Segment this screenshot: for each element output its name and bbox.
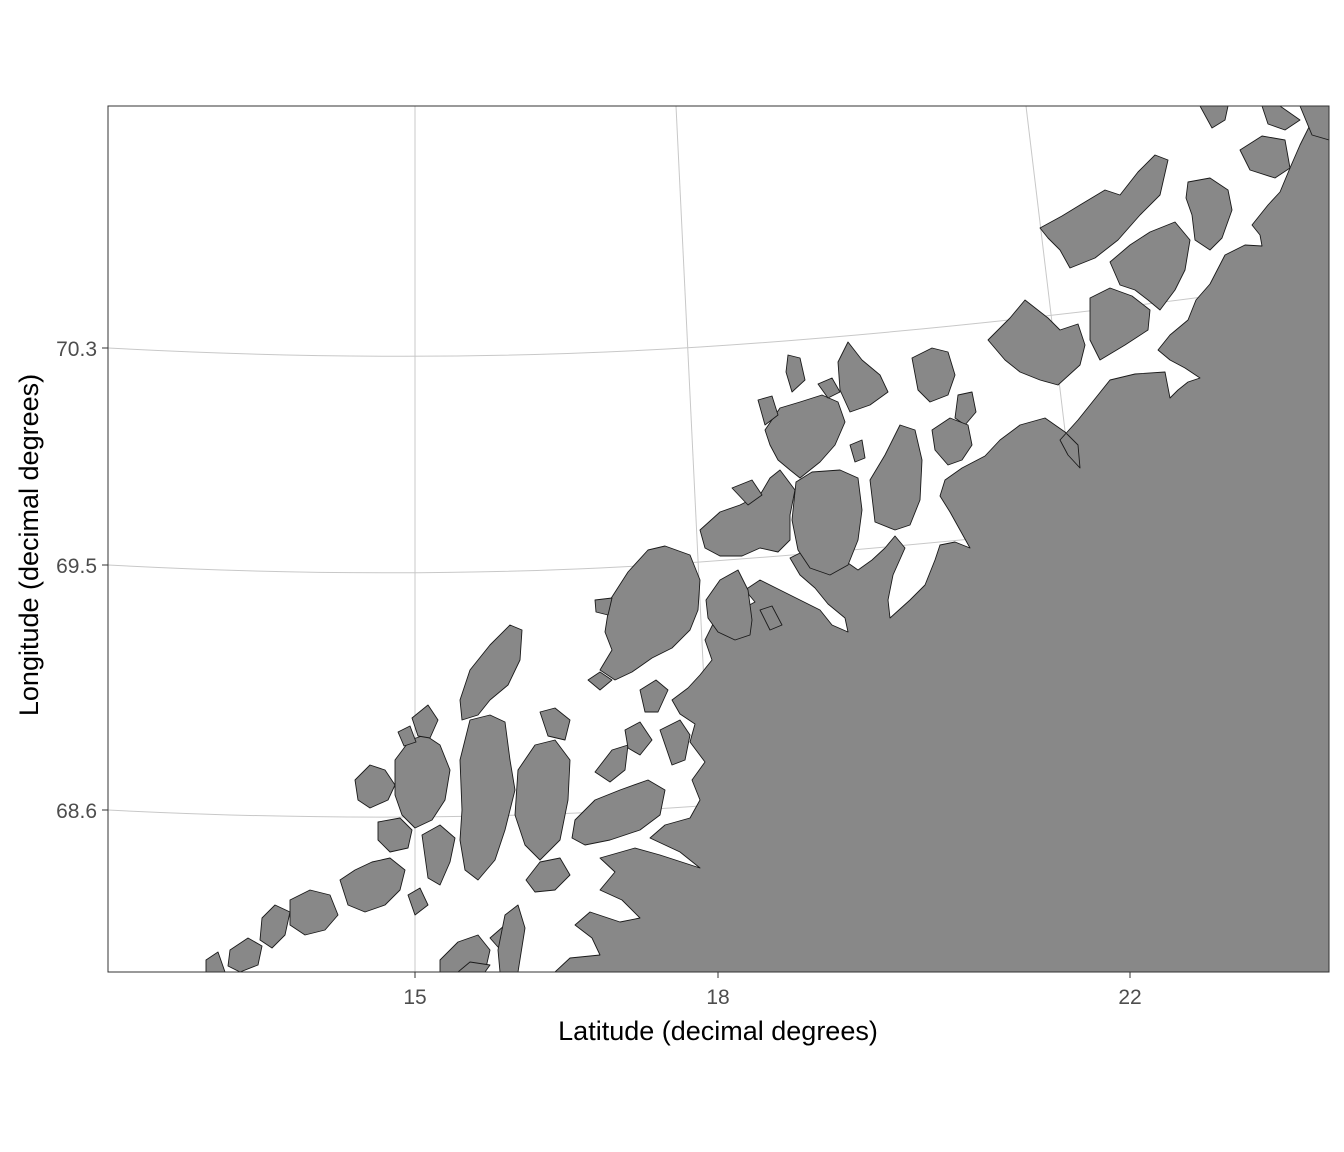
- mainland: [554, 106, 1329, 972]
- island: [639, 679, 669, 713]
- island: [227, 937, 263, 972]
- island: [457, 961, 491, 972]
- island: [785, 354, 806, 393]
- island: [911, 347, 956, 403]
- island: [764, 394, 846, 479]
- island: [289, 889, 339, 936]
- island: [497, 904, 526, 972]
- island: [377, 817, 413, 853]
- x-axis-title: Latitude (decimal degrees): [558, 1016, 878, 1046]
- island: [259, 904, 291, 949]
- island: [339, 857, 406, 913]
- land-masses: [205, 106, 1329, 972]
- island: [594, 597, 613, 616]
- island: [459, 624, 523, 721]
- island: [954, 391, 977, 426]
- island: [624, 721, 653, 756]
- y-tick-label: 70.3: [56, 338, 97, 361]
- x-tick-label: 15: [403, 986, 426, 1009]
- island: [599, 545, 701, 681]
- island: [817, 377, 841, 399]
- x-tick-label: 18: [706, 986, 729, 1009]
- island: [407, 887, 429, 916]
- island: [1199, 106, 1229, 129]
- island: [571, 779, 666, 846]
- island: [525, 857, 571, 893]
- island: [354, 764, 396, 809]
- island: [869, 424, 923, 531]
- island: [539, 707, 571, 741]
- island: [1185, 177, 1233, 251]
- island: [931, 417, 973, 466]
- island: [731, 479, 763, 506]
- island: [1299, 106, 1329, 141]
- y-tick-label: 68.6: [56, 800, 97, 823]
- island: [705, 569, 753, 641]
- y-tick-label: 69.5: [56, 555, 97, 578]
- island: [1089, 287, 1151, 361]
- island: [411, 704, 439, 739]
- y-axis: 70.3 69.5 68.6 Longitude (decimal degree…: [14, 338, 108, 823]
- island: [1261, 106, 1301, 131]
- x-axis: 15 18 22 Latitude (decimal degrees): [403, 972, 1142, 1046]
- island: [514, 739, 571, 861]
- island: [659, 719, 691, 766]
- island: [837, 341, 889, 413]
- island: [397, 725, 417, 747]
- island: [421, 824, 456, 886]
- x-tick-label: 22: [1118, 986, 1141, 1009]
- island: [1239, 135, 1291, 179]
- island: [1109, 221, 1191, 311]
- island: [849, 439, 866, 463]
- y-axis-title: Longitude (decimal degrees): [14, 374, 44, 716]
- island: [459, 714, 516, 881]
- island: [791, 469, 863, 576]
- island: [1039, 154, 1169, 269]
- island: [594, 744, 629, 783]
- island: [205, 951, 226, 972]
- island: [987, 299, 1086, 386]
- island: [587, 671, 613, 691]
- island: [759, 605, 783, 631]
- island: [757, 395, 779, 426]
